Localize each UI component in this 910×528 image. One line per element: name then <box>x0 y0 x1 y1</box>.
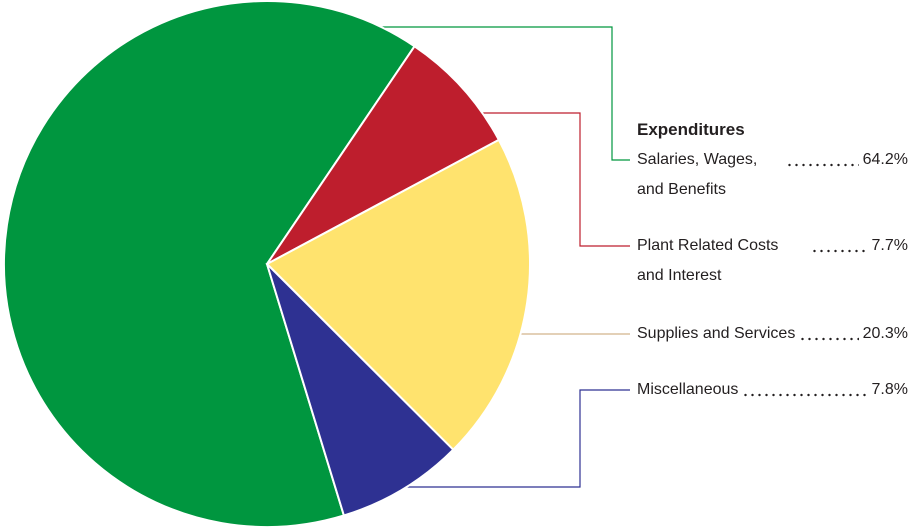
dot-leader <box>786 145 859 167</box>
pie-slice <box>3 0 416 528</box>
legend-item: Supplies and Services 20.3% <box>637 319 908 349</box>
legend-label: Plant Related Costs and Interest <box>637 237 779 284</box>
legend-title: Expenditures <box>637 120 745 139</box>
pie-slice <box>265 138 531 452</box>
legend-label: Supplies and Services <box>637 325 796 342</box>
legend-value: 64.2% <box>862 151 908 168</box>
legend-value: 7.8% <box>871 381 908 398</box>
pie-slice <box>266 263 455 517</box>
legend-item: Miscellaneous 7.8% <box>637 375 908 405</box>
legend-value: 20.3% <box>862 325 908 342</box>
connector-line <box>380 26 630 161</box>
pie-slice <box>266 44 501 265</box>
dot-leader <box>811 231 868 253</box>
dot-leader <box>742 375 868 397</box>
dot-leader <box>799 319 859 341</box>
legend-value: 7.7% <box>871 237 908 254</box>
connector-line <box>400 389 630 488</box>
legend-item: Plant Related Costs and Interest 7.7% <box>637 231 908 291</box>
legend-label: Salaries, Wages, and Benefits <box>637 151 758 198</box>
connector-line <box>470 112 630 247</box>
legend-item: Salaries, Wages, and Benefits 64.2% <box>637 145 908 205</box>
legend-label: Miscellaneous <box>637 381 739 398</box>
